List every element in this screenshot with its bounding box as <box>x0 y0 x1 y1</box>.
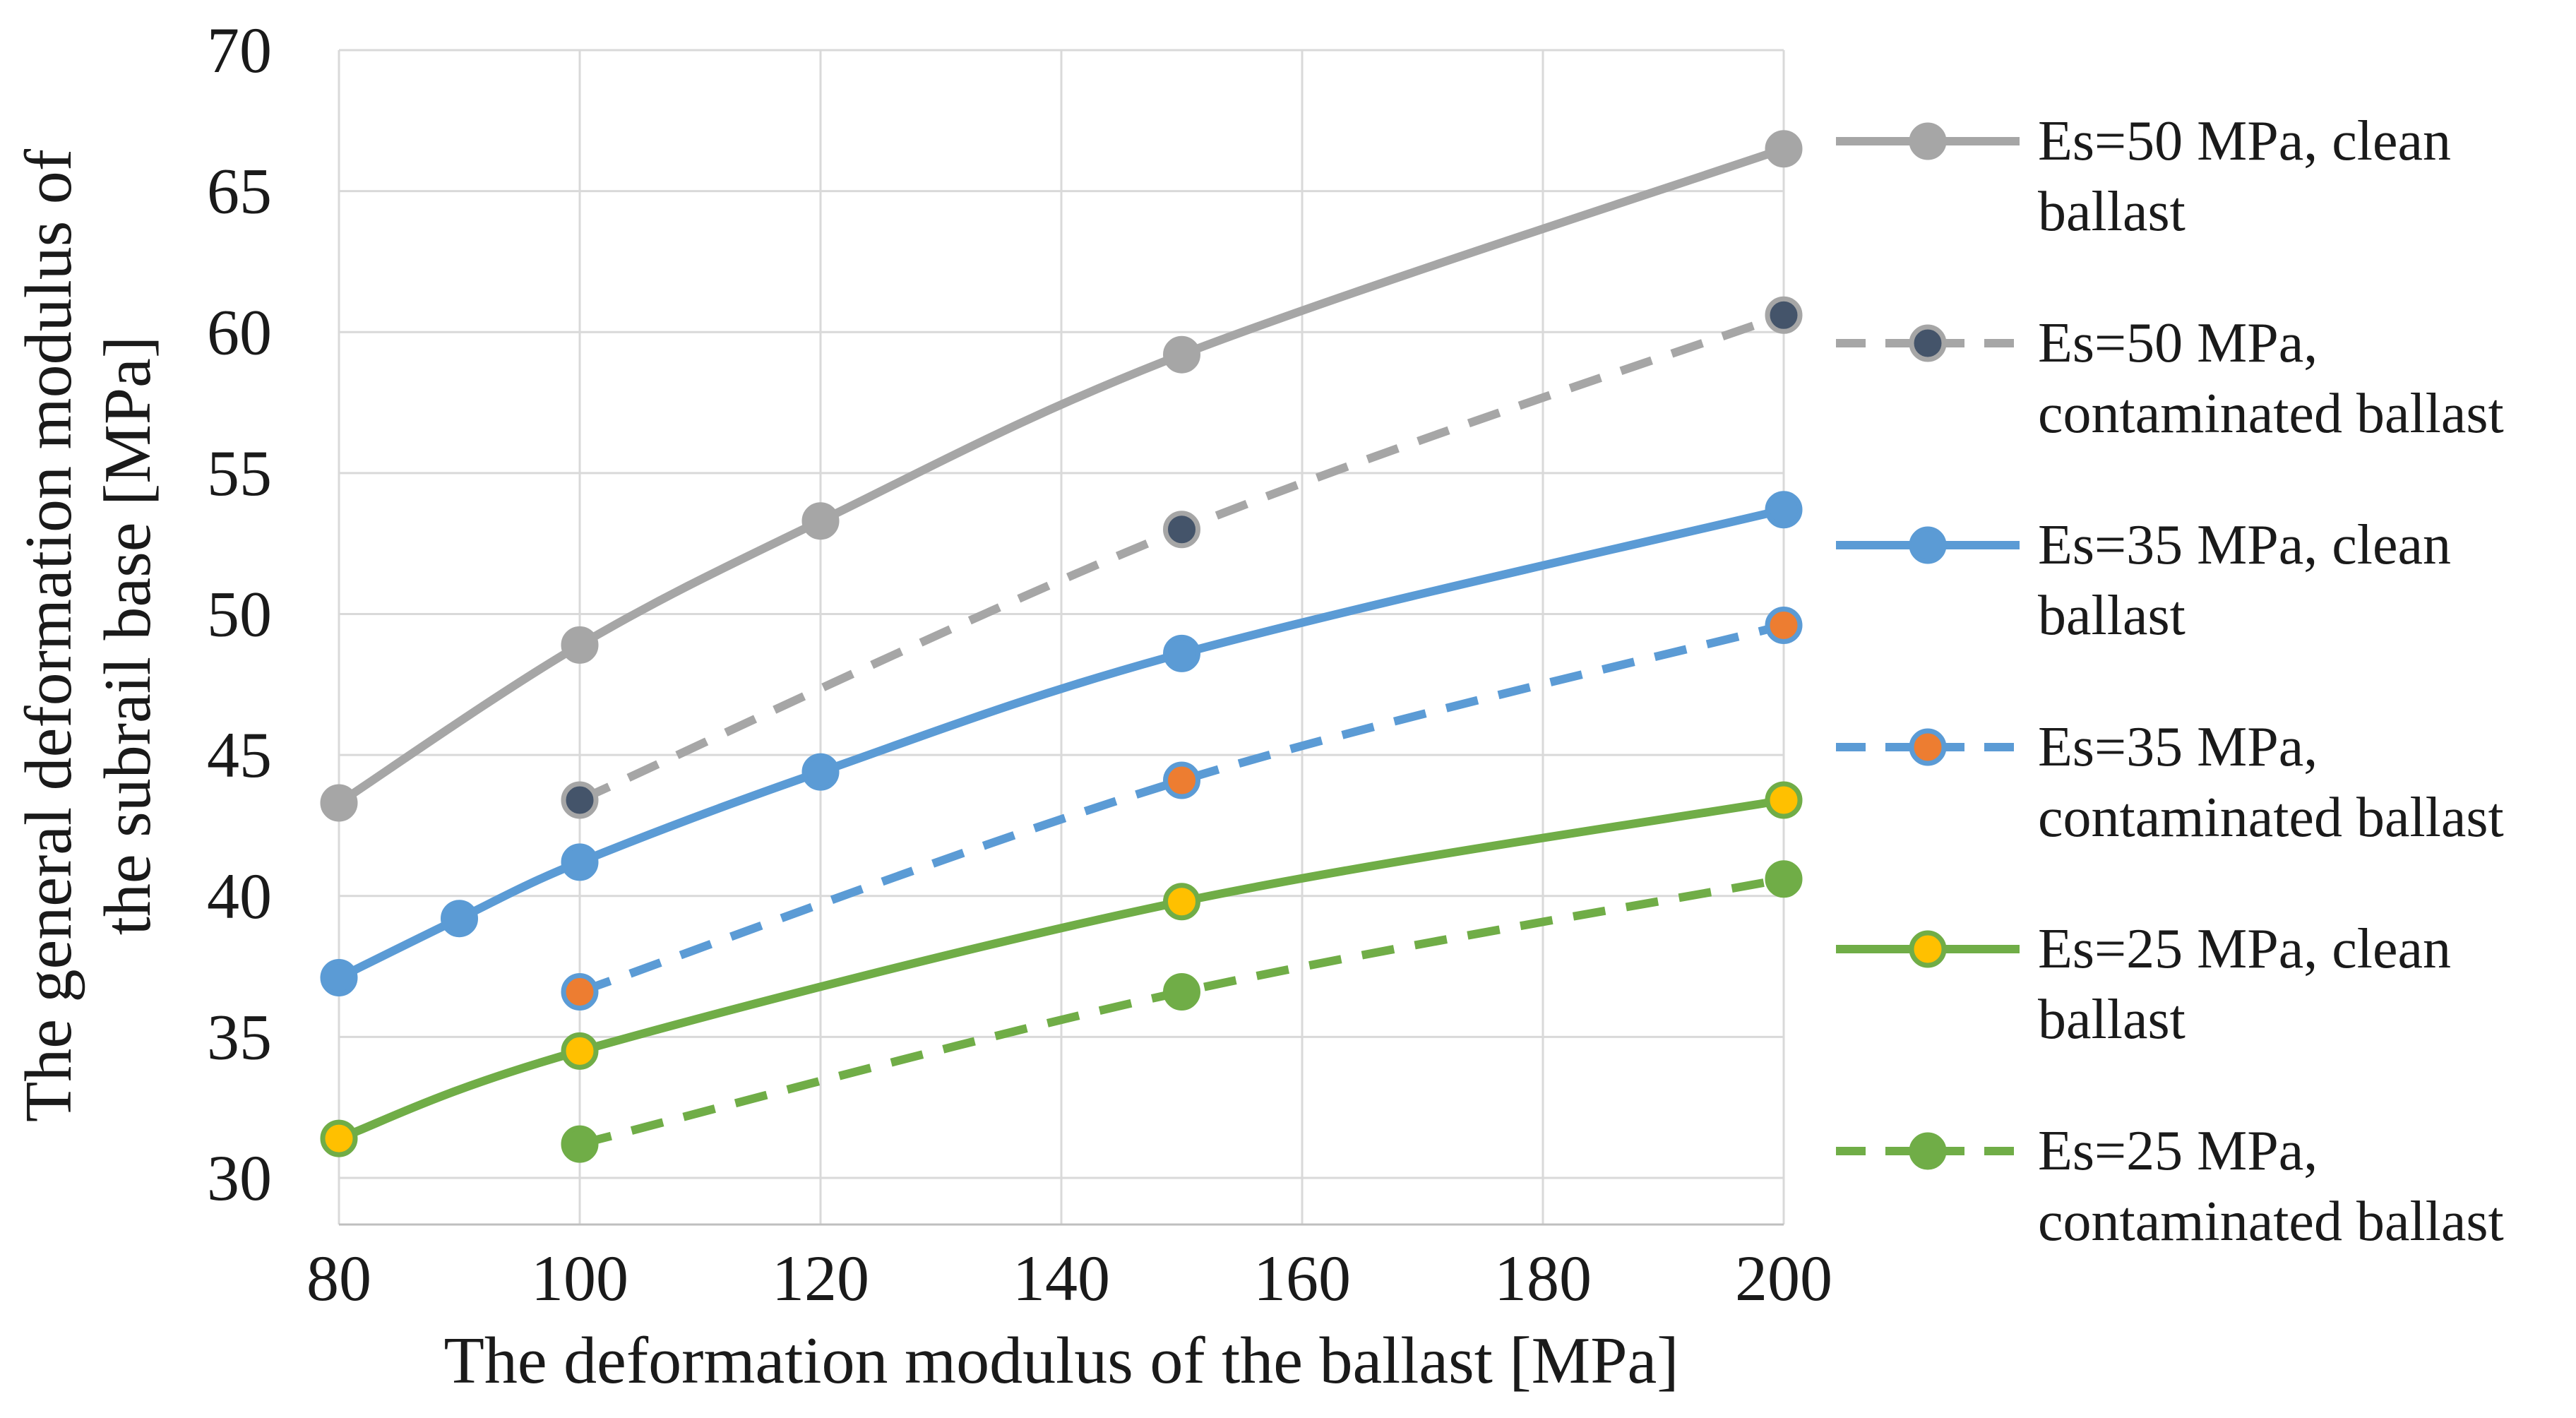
y-axis-title-line1: The general deformation modulus of <box>12 148 85 1123</box>
legend-sample-marker <box>1909 122 1947 160</box>
y-tick-label: 35 <box>207 1001 272 1073</box>
data-point <box>1163 634 1200 672</box>
x-tick-label: 160 <box>1253 1242 1351 1314</box>
legend-item: Es=25 MPa, contaminated ballast <box>1836 1116 2570 1257</box>
legend-sample-marker <box>1909 1132 1947 1170</box>
y-axis-title-line2: the subrail base [MPa] <box>91 335 165 936</box>
legend-sample <box>1836 728 2020 766</box>
legend-sample-marker <box>1909 728 1947 766</box>
legend-item-label: Es=25 MPa, contaminated ballast <box>2038 1120 2504 1253</box>
legend-item: Es=25 MPa, clean ballast <box>1836 914 2570 1055</box>
legend-sample <box>1836 1132 2020 1170</box>
x-axis-title: The deformation modulus of the ballast [… <box>443 1324 1679 1398</box>
legend-item: Es=35 MPa, clean ballast <box>1836 510 2570 651</box>
data-point <box>1163 972 1200 1011</box>
legend-item: Es=35 MPa, contaminated ballast <box>1836 712 2570 853</box>
data-point <box>320 784 358 822</box>
data-point <box>1163 335 1200 374</box>
data-point <box>561 626 599 664</box>
y-tick-label: 45 <box>207 719 272 791</box>
y-tick-label: 60 <box>207 296 272 368</box>
legend-item-label: Es=35 MPa, clean ballast <box>2038 514 2451 647</box>
y-tick-label: 65 <box>207 155 272 227</box>
x-tick-label: 100 <box>531 1242 628 1314</box>
data-point <box>441 900 478 938</box>
data-point <box>1163 511 1200 549</box>
series-line <box>336 145 1785 807</box>
series-line <box>337 796 1784 1143</box>
y-axis-title-wrap: The general deformation modulus of the s… <box>0 42 177 1229</box>
data-point <box>1163 883 1200 921</box>
data-point <box>320 959 358 997</box>
data-point <box>1765 130 1803 168</box>
legend-sample <box>1836 324 2020 362</box>
legend-item-label: Es=50 MPa, contaminated ballast <box>2038 312 2504 445</box>
legend-sample-marker <box>1909 930 1947 968</box>
y-tick-label: 30 <box>207 1142 272 1214</box>
data-point <box>1765 606 1803 644</box>
legend-item-label: Es=25 MPa, clean ballast <box>2038 918 2451 1051</box>
y-tick-label: 40 <box>207 860 272 932</box>
data-point <box>801 502 840 540</box>
legend-sample-marker <box>1909 324 1947 362</box>
data-point <box>561 1125 599 1163</box>
data-point <box>1765 781 1803 819</box>
data-point <box>561 1032 599 1070</box>
x-tick-label: 80 <box>306 1242 371 1314</box>
x-tick-label: 200 <box>1735 1242 1832 1314</box>
data-point <box>1163 761 1200 799</box>
data-point <box>1765 296 1803 334</box>
data-point <box>1765 860 1803 898</box>
legend-sample <box>1836 526 2020 564</box>
y-tick-label: 70 <box>207 14 272 86</box>
plot-svg: 80 100 120 140 160 180 200 30 35 40 45 50 55 60 65 70 <box>207 14 1832 1314</box>
legend-sample-marker <box>1909 526 1947 564</box>
x-tick-label: 140 <box>1013 1242 1110 1314</box>
legend-item-label: Es=50 MPa, clean ballast <box>2038 110 2451 243</box>
data-point <box>1765 491 1803 529</box>
data-point <box>561 972 599 1011</box>
legend: Es=50 MPa, clean ballast Es=50 MPa, conta… <box>1836 106 2570 1257</box>
x-tick-label: 180 <box>1494 1242 1592 1314</box>
data-point <box>320 1119 358 1157</box>
legend-item: Es=50 MPa, contaminated ballast <box>1836 308 2570 449</box>
data-point <box>561 781 599 819</box>
y-tick-label: 55 <box>207 437 272 509</box>
legend-sample <box>1836 122 2020 160</box>
y-tick-label: 50 <box>207 578 272 650</box>
series-line <box>578 311 1786 804</box>
y-axis-title: The general deformation modulus of the s… <box>9 14 167 1257</box>
legend-item-label: Es=35 MPa, contaminated ballast <box>2038 716 2504 849</box>
legend-item: Es=50 MPa, clean ballast <box>1836 106 2570 247</box>
data-point <box>561 843 599 881</box>
series-line <box>578 621 1785 996</box>
legend-sample <box>1836 930 2020 968</box>
x-tick-label: 120 <box>772 1242 869 1314</box>
data-point <box>801 753 840 791</box>
